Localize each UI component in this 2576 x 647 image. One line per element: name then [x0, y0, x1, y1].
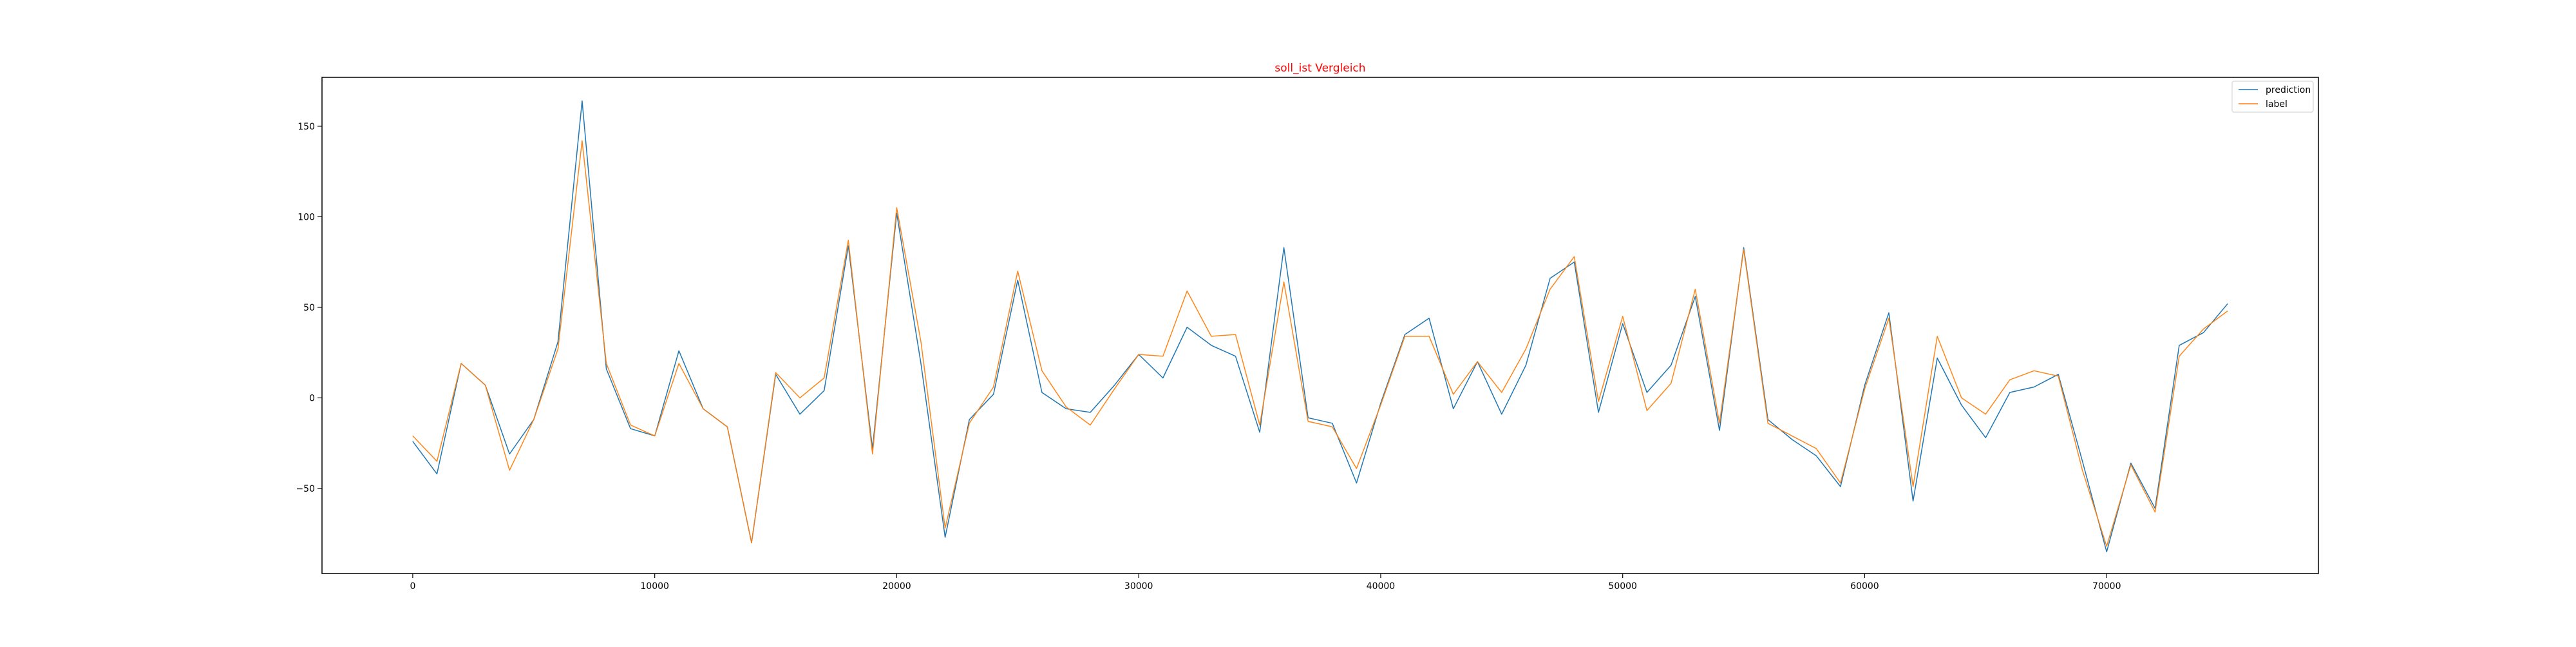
series-layer [412, 100, 2228, 553]
x-tick-label: 70000 [2092, 581, 2121, 592]
y-tick-label: 100 [298, 212, 315, 222]
legend-label-label: label [2266, 99, 2287, 110]
y-tick-label: 0 [309, 393, 315, 403]
x-tick-label: 60000 [1850, 581, 1879, 592]
chart-title: soll_ist Vergleich [1274, 62, 1365, 75]
legend: prediction label [2231, 81, 2314, 113]
y-axis: −50 0 50 100 150 [296, 122, 322, 494]
plot-frame [321, 77, 2319, 574]
legend-label-prediction: prediction [2266, 85, 2311, 95]
legend-box [2231, 81, 2314, 113]
x-tick-label: 10000 [640, 581, 669, 592]
y-tick-label: 50 [303, 303, 315, 313]
x-tick-label: 40000 [1367, 581, 1396, 592]
y-tick-label: −50 [296, 484, 315, 494]
x-tick-label: 50000 [1608, 581, 1637, 592]
x-tick-label: 20000 [882, 581, 911, 592]
x-axis: 0 10000 20000 30000 40000 50000 60000 70000 [410, 574, 2121, 592]
y-tick-label: 150 [298, 122, 315, 132]
x-tick-label: 0 [410, 581, 415, 592]
series-line-label [412, 140, 2228, 547]
x-tick-label: 30000 [1124, 581, 1153, 592]
